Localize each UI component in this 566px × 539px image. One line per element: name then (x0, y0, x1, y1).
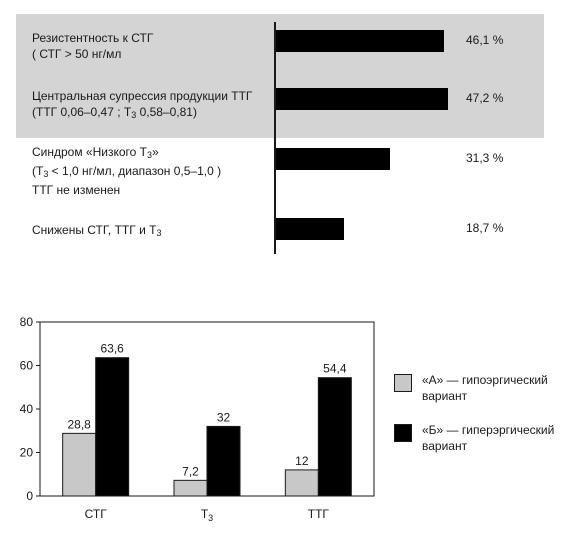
row-value: 47,2 % (466, 91, 504, 105)
row-label-line: ( СТГ > 50 нг/мл (32, 47, 122, 61)
row-label: Резистентность к СТГ ( СТГ > 50 нг/мл (32, 30, 153, 62)
row-value: 46,1 % (466, 33, 504, 47)
y-tick-label: 0 (26, 489, 33, 503)
bar-data-label: 54,4 (323, 362, 347, 376)
row-label-line: Резистентность к СТГ (32, 31, 154, 45)
y-tick-label: 60 (20, 359, 34, 373)
bar-data-label: 7,2 (182, 464, 199, 478)
x-tick-subscript: 3 (208, 513, 213, 523)
bar-data-label: 12 (295, 454, 309, 468)
legend-label: «Б» — гиперэргический вариант (422, 423, 555, 453)
x-tick-label: СТГ (85, 507, 108, 521)
row-value: 18,7 % (466, 221, 504, 235)
row-label-line: ТТГ не изменен (32, 183, 121, 197)
y-tick-label: 80 (20, 315, 34, 329)
y-tick-label: 20 (20, 446, 34, 460)
legend-label: «А» — гипоэргический вариант (422, 373, 548, 403)
row-label: Центральная супрессия продукции ТТГ (ТТГ … (32, 88, 252, 123)
x-tick-text: СТГ (85, 507, 108, 521)
row-label-line: Центральная супрессия продукции ТТГ (32, 89, 253, 103)
grouped-bar-chart-svg: 0 20 40 60 80 28,8 63,6 СТГ 7,2 32 Т3 12 54,4 ТТГ (20, 315, 375, 523)
bar (284, 469, 319, 497)
horizontal-bar (276, 148, 391, 170)
x-tick-label: ТТГ (308, 507, 330, 521)
row-value: 31,3 % (466, 151, 504, 165)
horizontal-bar (276, 88, 449, 110)
row-label-line: (ТТГ 0,06–0,47 ; Т3 0,58–0,81) (32, 105, 197, 120)
bar (95, 357, 130, 497)
x-tick-text: Т (201, 507, 209, 521)
row-label: Снижены СТГ, ТТГ и Т3 (32, 222, 161, 241)
x-tick-label: Т3 (201, 507, 213, 523)
vertical-axis-line (274, 22, 276, 254)
bar (317, 377, 352, 497)
row-label-line: Синдром «Низкого Т3» (32, 145, 159, 160)
bar (206, 425, 241, 497)
row-label: Синдром «Низкого Т3» (Т3 < 1,0 нг/мл, диа… (32, 144, 221, 198)
bar-data-label: 32 (217, 410, 231, 424)
bar-data-label: 28,8 (67, 417, 91, 431)
grouped-bar-chart: 0 20 40 60 80 28,8 63,6 СТГ 7,2 32 Т3 12 54,4 ТТГ «А»… (0, 300, 566, 539)
x-tick-text: ТТГ (308, 507, 330, 521)
bar-data-label: 63,6 (100, 342, 124, 356)
horizontal-bar (276, 218, 345, 240)
legend-swatch (394, 374, 412, 392)
row-label-line: Снижены СТГ, ТТГ и Т3 (32, 223, 162, 238)
bar (173, 479, 208, 497)
bar (62, 432, 97, 497)
horizontal-bar-chart: Резистентность к СТГ ( СТГ > 50 нг/мл 46,1… (0, 0, 566, 260)
row-label-line: (Т3 < 1,0 нг/мл, диапазон 0,5–1,0 ) (32, 164, 222, 179)
horizontal-bar (276, 30, 445, 52)
legend-swatch (394, 424, 412, 442)
y-tick-label: 40 (20, 402, 34, 416)
